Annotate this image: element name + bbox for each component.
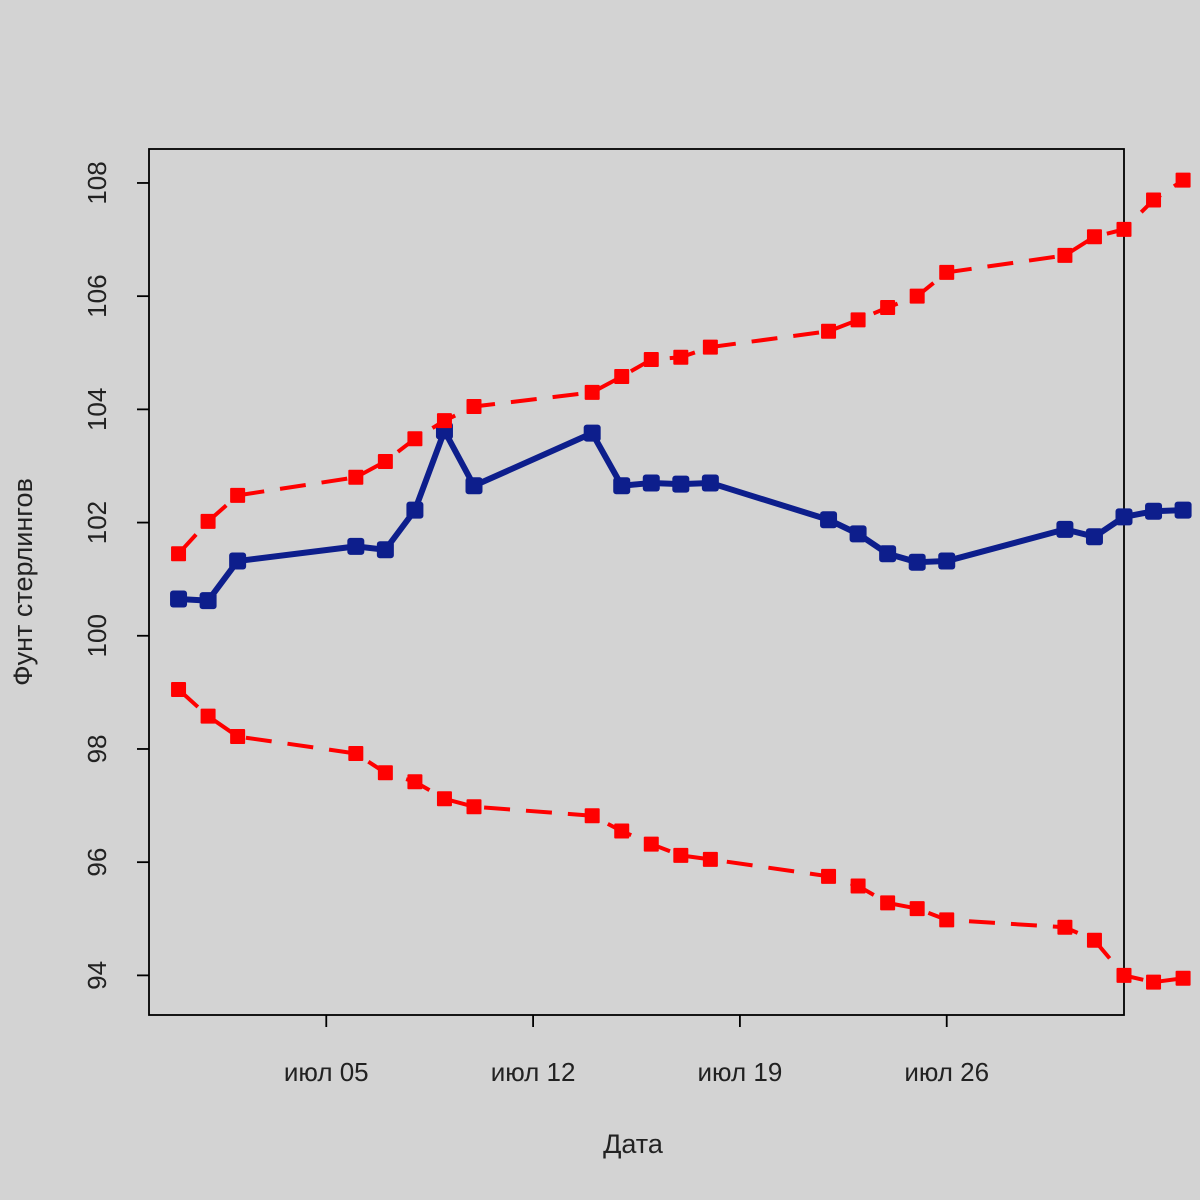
data-point	[880, 895, 896, 911]
y-tick-label: 108	[82, 161, 112, 204]
y-tick-label: 98	[82, 735, 112, 764]
data-point	[407, 431, 423, 447]
x-tick-label: июл 12	[491, 1057, 576, 1087]
data-point	[584, 384, 600, 400]
data-point	[406, 501, 424, 519]
plot-frame	[148, 148, 1125, 1016]
series-3	[171, 682, 1191, 990]
data-point	[1115, 508, 1133, 526]
data-point	[466, 399, 482, 415]
data-point	[348, 746, 364, 762]
data-point	[376, 541, 394, 559]
data-point	[229, 552, 247, 570]
series-line	[178, 427, 1184, 604]
data-point	[850, 878, 866, 894]
data-point	[171, 682, 187, 698]
data-point	[1056, 520, 1074, 538]
data-point	[880, 299, 896, 315]
y-tick-label: 106	[82, 274, 112, 317]
data-point	[377, 765, 393, 781]
data-point	[1146, 974, 1162, 990]
x-tick-label: июл 19	[698, 1057, 783, 1087]
data-point	[672, 475, 690, 493]
data-point	[1146, 192, 1162, 208]
y-tick-label: 104	[82, 388, 112, 431]
data-point	[1175, 970, 1191, 986]
data-point	[436, 791, 452, 807]
data-point	[673, 847, 689, 863]
data-point	[820, 511, 838, 529]
y-tick-label: 94	[82, 961, 112, 990]
data-point	[377, 453, 393, 469]
y-axis: 94 96 98 100 102 104 106 108	[82, 161, 149, 990]
data-point	[466, 799, 482, 815]
data-point	[200, 708, 216, 724]
data-point	[673, 349, 689, 365]
data-point	[230, 487, 246, 503]
data-point	[909, 901, 925, 917]
data-point	[643, 352, 659, 368]
data-point	[407, 774, 423, 790]
data-point	[850, 312, 866, 328]
data-point	[642, 474, 660, 492]
data-point	[614, 823, 630, 839]
data-point	[348, 469, 364, 485]
data-point	[584, 808, 600, 824]
data-point	[939, 912, 955, 928]
data-point	[1057, 247, 1073, 263]
data-point	[613, 477, 631, 495]
x-tick-label: июл 05	[284, 1057, 369, 1087]
y-axis-title: Фунт стерлингов	[8, 478, 38, 686]
data-point	[1145, 502, 1163, 520]
data-point	[230, 729, 246, 745]
y-tick-label: 102	[82, 501, 112, 544]
data-point	[171, 546, 187, 562]
data-point	[465, 477, 483, 495]
data-point	[347, 537, 365, 555]
data-point	[1175, 172, 1191, 188]
x-tick-label: июл 26	[904, 1057, 989, 1087]
data-point	[199, 592, 217, 610]
data-point	[1116, 221, 1132, 237]
series-layer	[170, 172, 1192, 990]
x-axis: июл 05 июл 12 июл 19 июл 26	[284, 1015, 989, 1087]
data-point	[1086, 932, 1102, 948]
series-line	[177, 688, 1184, 985]
data-point	[938, 552, 956, 570]
data-point	[849, 525, 867, 543]
data-point	[1116, 967, 1132, 983]
data-point	[821, 868, 837, 884]
data-point	[701, 474, 719, 492]
series-2	[171, 172, 1191, 562]
data-point	[908, 553, 926, 571]
data-point	[614, 369, 630, 385]
y-tick-label: 100	[82, 614, 112, 657]
data-point	[1085, 528, 1103, 546]
x-axis-title: Дата	[603, 1129, 664, 1159]
data-point	[702, 339, 718, 355]
data-point	[200, 513, 216, 529]
data-point	[909, 288, 925, 304]
data-point	[1057, 919, 1073, 935]
series-line	[177, 178, 1185, 556]
data-point	[1174, 501, 1192, 519]
data-point	[436, 413, 452, 429]
data-point	[879, 545, 897, 563]
data-point	[821, 323, 837, 339]
y-tick-label: 96	[82, 848, 112, 877]
data-point	[170, 590, 188, 608]
data-point	[583, 424, 601, 442]
data-point	[643, 836, 659, 852]
data-point	[702, 851, 718, 867]
series-1	[170, 422, 1192, 610]
data-point	[1086, 229, 1102, 245]
data-point	[939, 264, 955, 280]
